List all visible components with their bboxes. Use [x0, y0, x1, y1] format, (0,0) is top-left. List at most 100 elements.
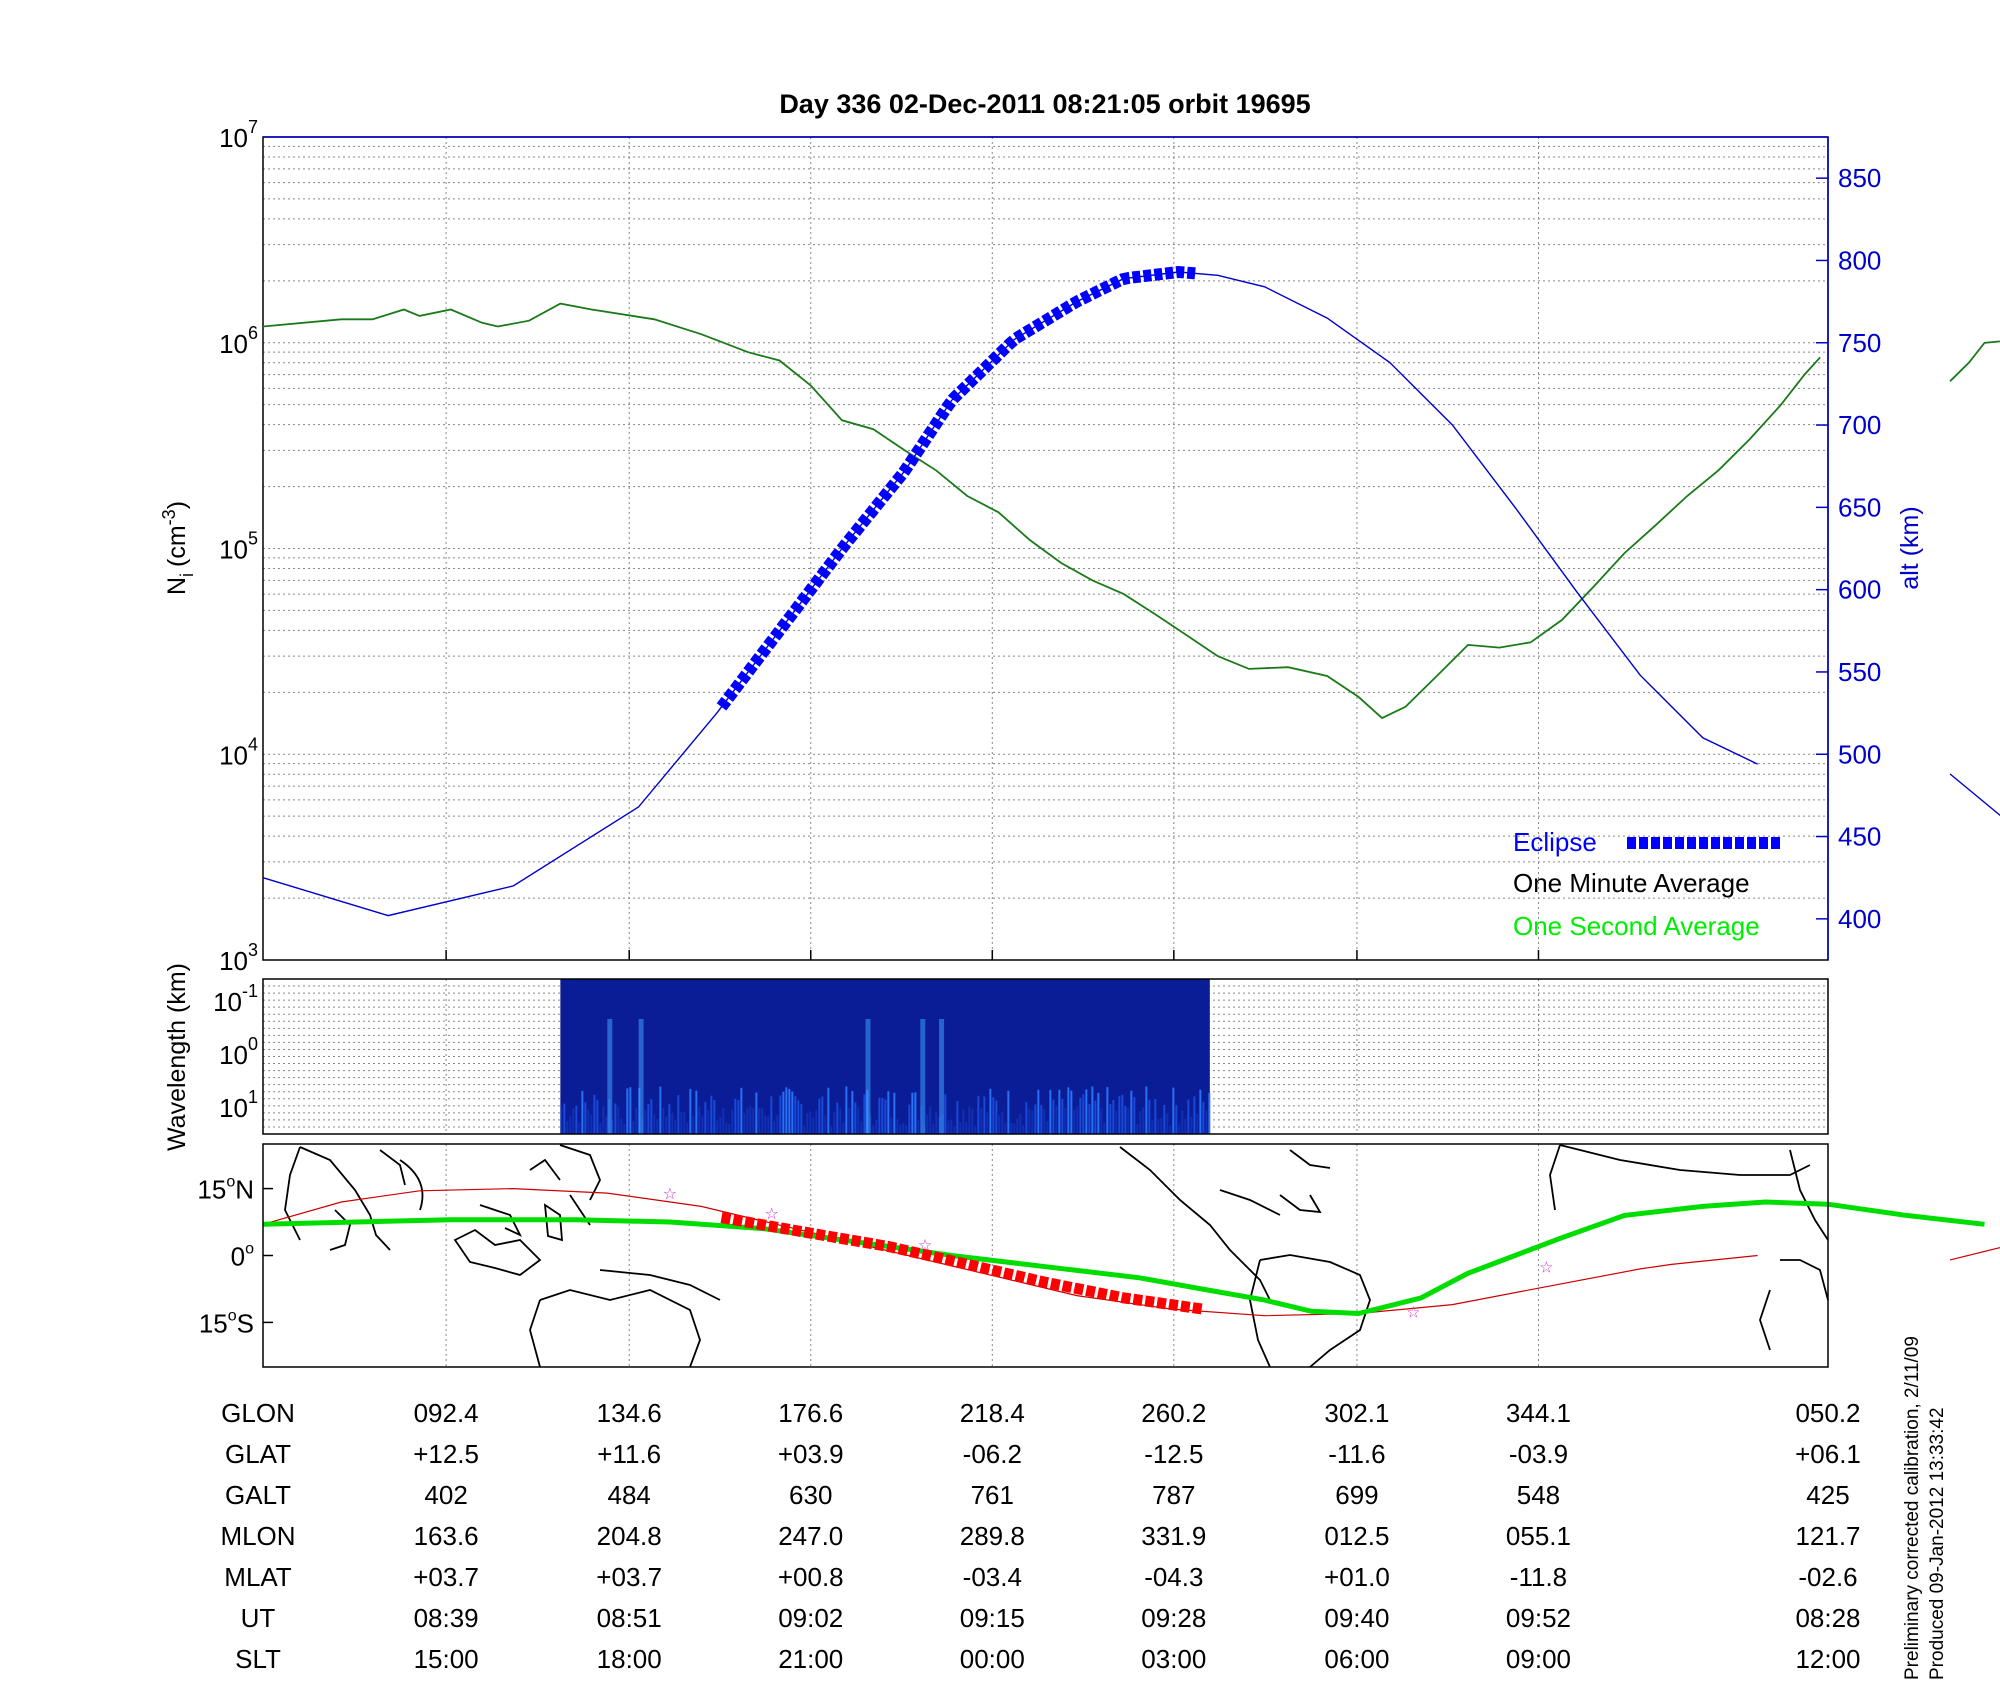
spectrogram-column	[1058, 1089, 1061, 1134]
cell-glat: -03.9	[1509, 1439, 1568, 1469]
spectrogram-column	[578, 1122, 581, 1134]
spectrogram-column	[587, 1109, 590, 1134]
coastline	[1780, 1259, 1829, 1301]
spectrogram-column	[725, 1122, 728, 1134]
spectrogram-column	[1094, 1100, 1097, 1134]
spectrogram-column	[830, 1125, 833, 1134]
spectrogram-column	[1208, 1092, 1211, 1134]
spectrogram-column	[860, 1120, 863, 1134]
map-tick-label: 15oN	[197, 1174, 254, 1205]
spectrogram-column	[716, 1120, 719, 1134]
tick-exp: -1	[242, 981, 258, 1001]
spectrogram-column	[896, 1119, 899, 1134]
spectrogram-column	[1127, 1108, 1130, 1134]
cell-ut: 09:28	[1141, 1603, 1206, 1633]
spectrogram-column	[1148, 1099, 1151, 1134]
spectrogram-column	[1118, 1095, 1121, 1134]
spectrogram-column	[602, 1106, 605, 1134]
spectrogram-column	[1040, 1104, 1043, 1134]
spec-grid	[263, 979, 1828, 1134]
cell-slt: 09:00	[1506, 1644, 1571, 1674]
row-label-ut: UT	[241, 1603, 276, 1633]
cell-mlat: +00.8	[778, 1562, 844, 1592]
spectrogram-column	[566, 1121, 569, 1134]
cell-ut: 09:52	[1506, 1603, 1571, 1633]
spectrogram-column	[818, 1098, 821, 1134]
spectrogram-column	[713, 1099, 716, 1134]
spectrogram-column	[1028, 1108, 1031, 1134]
lat-value: 0	[231, 1242, 245, 1272]
spectrogram-column	[590, 1114, 593, 1134]
wavelength-axis-label: Wavelength (km)	[163, 963, 191, 1151]
spectrogram-column	[1046, 1121, 1049, 1134]
spectrogram-column	[1112, 1099, 1115, 1134]
map-plot-frame	[262, 1143, 1829, 1368]
spectrogram-column	[1025, 1101, 1028, 1134]
spectrogram-column	[728, 1124, 731, 1134]
spectrogram-column	[1055, 1106, 1058, 1134]
cell-mlat: -04.3	[1144, 1562, 1203, 1592]
cell-slt: 18:00	[597, 1644, 662, 1674]
spectrogram-column	[632, 1121, 635, 1134]
right-tick-label: 700	[1838, 410, 1881, 440]
spectrogram-column	[1088, 1104, 1091, 1134]
spectrogram-column	[1139, 1111, 1142, 1134]
left-tick-label: 104	[219, 734, 258, 770]
coastline	[379, 1149, 406, 1186]
coastline	[1219, 1189, 1281, 1216]
spectrogram-column	[1187, 1099, 1190, 1134]
coastline	[599, 1269, 721, 1301]
spectrogram-column	[992, 1097, 995, 1134]
cell-ut: 09:40	[1324, 1603, 1389, 1633]
star-icon: ☆	[663, 1184, 677, 1203]
spectrogram-column	[1004, 1122, 1007, 1134]
right-tick-label: 850	[1838, 163, 1881, 193]
row-label-glon: GLON	[221, 1398, 295, 1428]
spectrogram-column	[1013, 1123, 1016, 1134]
spectrogram-column	[806, 1113, 809, 1134]
tick-base: 10	[219, 1093, 248, 1123]
tick-base: 10	[219, 329, 248, 359]
spectrogram-column	[695, 1090, 698, 1134]
coastline	[1259, 1254, 1371, 1368]
spec-tick-label: 10-1	[213, 981, 258, 1017]
cell-ut: 09:15	[960, 1603, 1025, 1633]
lat-value: 15	[199, 1308, 228, 1338]
spectrogram-column	[929, 1106, 932, 1134]
spectrogram-column	[1085, 1089, 1088, 1134]
spectrogram-column	[1049, 1090, 1052, 1134]
cell-glat: +12.5	[413, 1439, 479, 1469]
cell-ut: 09:02	[778, 1603, 843, 1633]
spectrogram-column	[782, 1091, 785, 1134]
tick-base: 10	[219, 740, 248, 770]
cell-mlon: 247.0	[778, 1521, 843, 1551]
cell-glat: -06.2	[963, 1439, 1022, 1469]
left-axis-label-exp: -3	[159, 509, 179, 525]
star-icon: ☆	[1406, 1302, 1420, 1321]
spectrogram-column	[812, 1117, 815, 1134]
cell-glon: 134.6	[597, 1398, 662, 1428]
spectrogram-column	[722, 1107, 725, 1134]
spectrogram-column	[569, 1116, 572, 1134]
spectrogram-column	[1061, 1098, 1064, 1134]
spectrogram-column	[560, 1106, 563, 1134]
spectrogram-column	[977, 1095, 980, 1134]
coastline	[453, 1228, 542, 1276]
spectrogram-column	[881, 1098, 884, 1134]
spectrogram-column	[611, 1119, 614, 1134]
spectrogram-column	[890, 1116, 893, 1134]
spectrogram-column	[1151, 1119, 1154, 1134]
spectrogram-column	[659, 1086, 662, 1134]
spectrogram-column	[947, 1120, 950, 1134]
spectrogram-column	[1034, 1104, 1037, 1134]
cell-glat: -11.6	[1328, 1439, 1385, 1469]
spectrogram-column	[758, 1107, 761, 1134]
spectrogram-column	[689, 1088, 692, 1134]
spectrogram-column	[671, 1112, 674, 1134]
right-tick-label: 750	[1838, 328, 1881, 358]
spectrogram-column	[800, 1103, 803, 1134]
spectrogram-column	[1205, 1110, 1208, 1134]
cell-slt: 21:00	[778, 1644, 843, 1674]
spectrogram-column	[1067, 1087, 1070, 1134]
